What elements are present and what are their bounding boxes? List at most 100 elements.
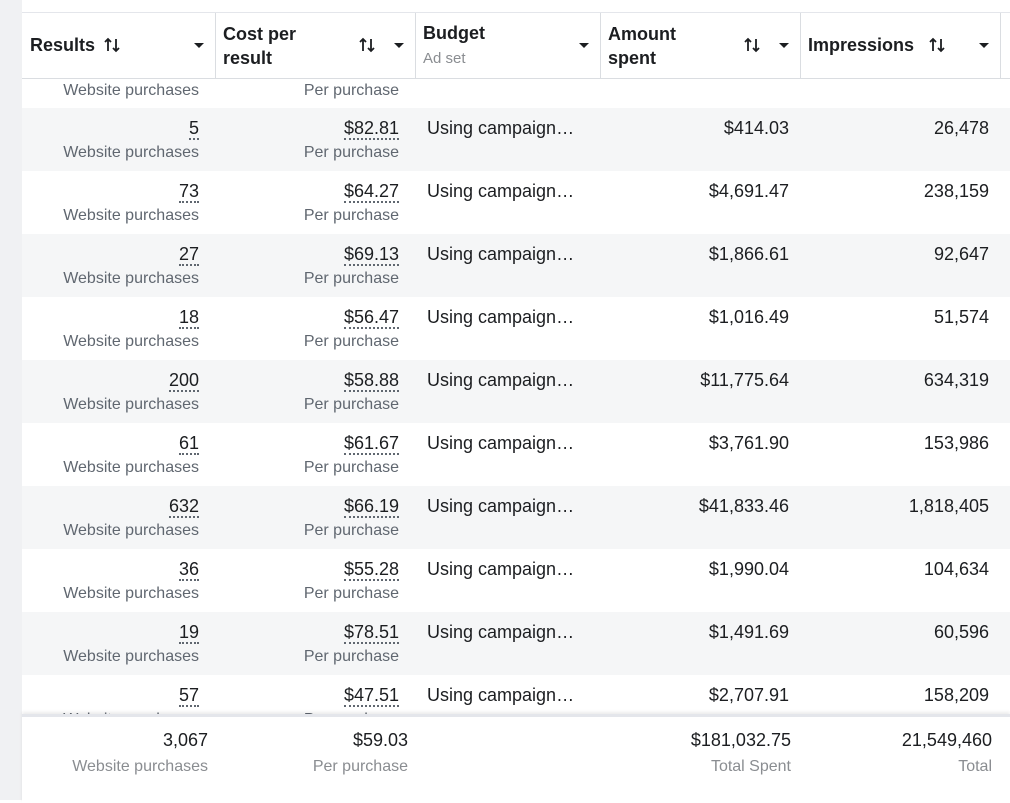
results-value[interactable]: 200 xyxy=(168,370,199,392)
results-value[interactable]: 18 xyxy=(178,307,199,329)
column-sublabel: Ad set xyxy=(423,50,466,67)
results-value[interactable]: 5 xyxy=(188,118,199,140)
total-value: 21,549,460 xyxy=(901,730,992,750)
column-separator xyxy=(215,13,216,78)
table-row: 27 Website purchases $69.13 Per purchase Usi… xyxy=(22,234,1010,297)
total-label: Total Spent xyxy=(710,758,791,775)
results-value[interactable]: 632 xyxy=(168,496,199,518)
budget: Using campaign… xyxy=(427,244,575,264)
result-type: Website purchases xyxy=(63,648,199,665)
results-value[interactable]: 19 xyxy=(178,622,199,644)
impressions: 1,818,405 xyxy=(908,496,989,516)
cost-type: Per purchase xyxy=(303,396,399,413)
budget: Using campaign… xyxy=(427,181,575,201)
cost-type: Per purchase xyxy=(303,270,399,287)
cost-per-result[interactable]: $61.67 xyxy=(343,433,399,455)
table-row: 5 Website purchases $82.81 Per purchase Usin… xyxy=(22,108,1010,171)
budget: Using campaign… xyxy=(427,370,575,390)
dropdown-icon[interactable] xyxy=(390,36,408,54)
table-row: 61 Website purchases $61.67 Per purchase Usi… xyxy=(22,423,1010,486)
cost-type: Per purchase xyxy=(303,207,399,224)
cost-per-result[interactable]: $58.88 xyxy=(343,370,399,392)
results-value[interactable]: 36 xyxy=(178,559,199,581)
cost-type: Per purchase xyxy=(303,144,399,161)
cost-type: Per purchase xyxy=(303,522,399,539)
table-row: 18 Website purchases $56.47 Per purchase Usi… xyxy=(22,297,1010,360)
cost-type: Per purchase xyxy=(303,82,399,99)
column-header[interactable]: Amount spent xyxy=(608,24,676,68)
impressions: 634,319 xyxy=(923,370,989,390)
table-footer: 3,067 Website purchases $59.03 Per purchase… xyxy=(22,714,1010,803)
cost-per-result[interactable]: $82.81 xyxy=(343,118,399,140)
results-value[interactable]: 57 xyxy=(178,685,199,707)
result-type: Website purchases xyxy=(63,396,199,413)
sort-icon[interactable] xyxy=(928,36,946,54)
amount-spent: $414.03 xyxy=(723,118,789,138)
impressions: 158,209 xyxy=(923,685,989,705)
amount-spent: $1,866.61 xyxy=(708,244,789,264)
result-type: Website purchases xyxy=(63,144,199,161)
total-label: Website purchases xyxy=(72,758,208,775)
sort-icon[interactable] xyxy=(103,36,121,54)
total-value: $181,032.75 xyxy=(690,730,791,750)
table-row: 36 Website purchases $55.28 Per purchase Usi… xyxy=(22,549,1010,612)
impressions: 104,634 xyxy=(923,559,989,579)
table-body: Website purchases Per purchase 5 Website pu… xyxy=(22,78,1010,714)
sort-icon[interactable] xyxy=(358,36,376,54)
cost-per-result[interactable]: $56.47 xyxy=(343,307,399,329)
cost-type: Per purchase xyxy=(303,648,399,665)
result-type: Website purchases xyxy=(63,711,199,714)
result-type: Website purchases xyxy=(63,207,199,224)
budget: Using campaign… xyxy=(427,307,575,327)
impressions: 153,986 xyxy=(923,433,989,453)
column-separator xyxy=(800,13,801,78)
cost-per-result[interactable]: $55.28 xyxy=(343,559,399,581)
cost-per-result[interactable]: $78.51 xyxy=(343,622,399,644)
budget: Using campaign… xyxy=(427,559,575,579)
cost-per-result[interactable]: $47.51 xyxy=(343,685,399,707)
budget: Using campaign… xyxy=(427,433,575,453)
cost-per-result[interactable]: $66.19 xyxy=(343,496,399,518)
total-label: Total xyxy=(958,758,992,775)
dropdown-icon[interactable] xyxy=(775,36,793,54)
total-value: $59.03 xyxy=(352,730,408,750)
side-strip xyxy=(0,0,22,800)
budget: Using campaign… xyxy=(427,622,575,642)
total-value: 3,067 xyxy=(162,730,208,750)
column-header[interactable]: Results xyxy=(30,35,96,55)
column-header[interactable]: Impressions xyxy=(808,35,915,55)
cost-per-result[interactable]: $64.27 xyxy=(343,181,399,203)
dropdown-icon[interactable] xyxy=(975,36,993,54)
table-row: 19 Website purchases $78.51 Per purchase Usi… xyxy=(22,612,1010,675)
amount-spent: $4,691.47 xyxy=(708,181,789,201)
amount-spent: $1,016.49 xyxy=(708,307,789,327)
impressions: 92,647 xyxy=(933,244,989,264)
table-row: 632 Website purchases $66.19 Per purchase Us… xyxy=(22,486,1010,549)
cost-per-result[interactable]: $69.13 xyxy=(343,244,399,266)
results-value[interactable]: 27 xyxy=(178,244,199,266)
budget: Using campaign… xyxy=(427,685,575,705)
dropdown-icon[interactable] xyxy=(190,36,208,54)
column-separator xyxy=(600,13,601,78)
result-type: Website purchases xyxy=(63,459,199,476)
column-header[interactable]: Budget xyxy=(423,23,485,43)
column-header[interactable]: Cost per result xyxy=(223,24,297,68)
cost-type: Per purchase xyxy=(303,585,399,602)
sort-icon[interactable] xyxy=(743,36,761,54)
table-header: Results Cost per result Budget Ad set Amount… xyxy=(22,12,1010,79)
amount-spent: $41,833.46 xyxy=(698,496,789,516)
result-type: Website purchases xyxy=(63,522,199,539)
result-type: Website purchases xyxy=(63,82,199,99)
cost-type: Per purchase xyxy=(304,711,399,714)
dropdown-icon[interactable] xyxy=(575,36,593,54)
results-value[interactable]: 61 xyxy=(178,433,199,455)
amount-spent: $11,775.64 xyxy=(700,370,789,390)
budget: Using campaign… xyxy=(427,118,575,138)
results-value[interactable]: 73 xyxy=(178,181,199,203)
impressions: 26,478 xyxy=(933,118,989,138)
budget: Using campaign… xyxy=(427,496,575,516)
amount-spent: $3,761.90 xyxy=(708,433,789,453)
column-separator xyxy=(415,13,416,78)
amount-spent: $2,707.91 xyxy=(708,685,789,705)
partial-row: Website purchases Per purchase xyxy=(22,78,1010,108)
